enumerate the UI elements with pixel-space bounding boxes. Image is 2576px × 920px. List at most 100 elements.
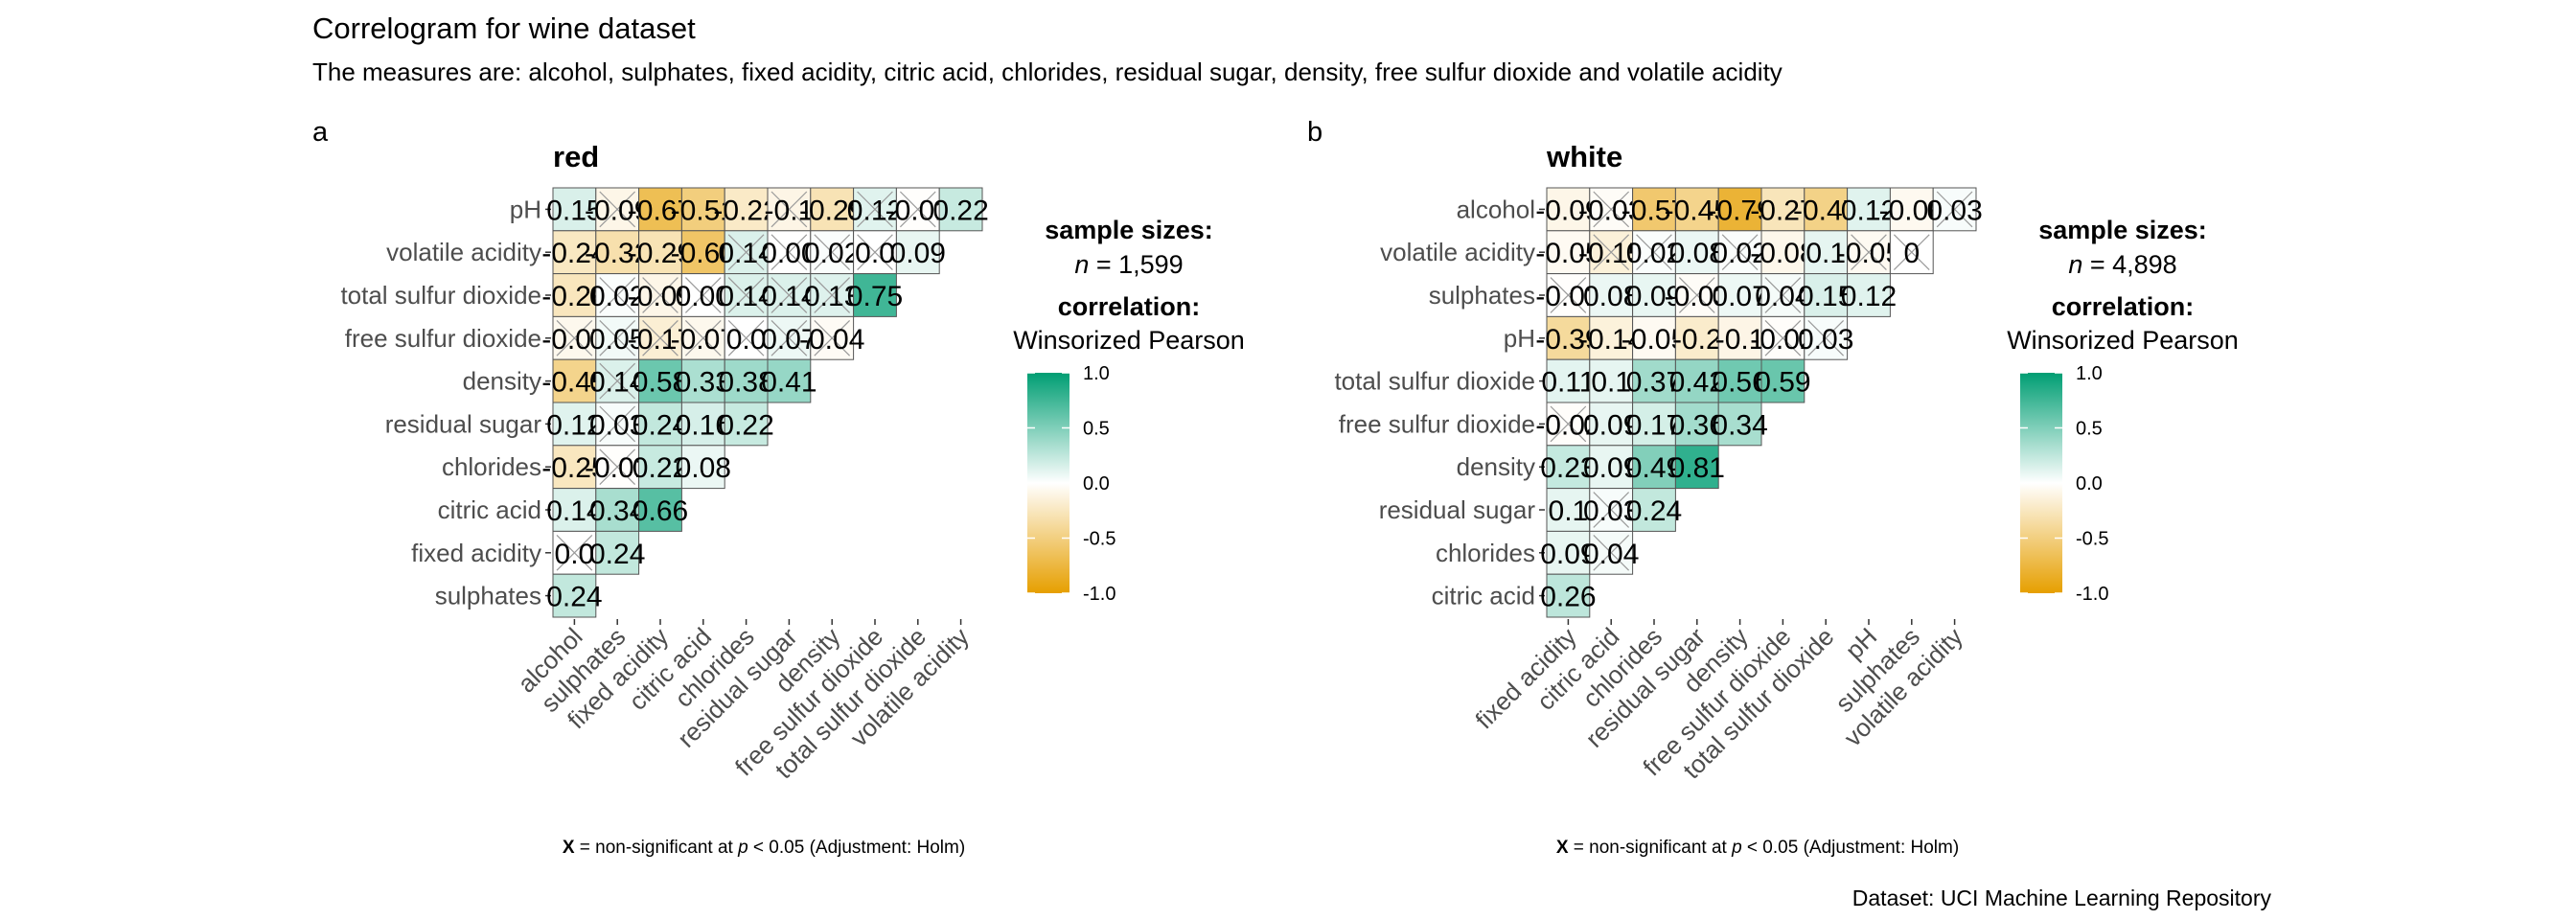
corr-cell: [638, 230, 682, 275]
row-label: free sulfur dioxide: [345, 324, 541, 353]
corr-cell: [853, 273, 897, 317]
nonsig-cross: [1550, 277, 1587, 313]
cell-value: 0.22: [632, 452, 688, 484]
corr-cell: [552, 230, 597, 275]
row-label: density: [1457, 452, 1535, 481]
corr-cell: [1589, 402, 1634, 447]
row-label: residual sugar: [385, 409, 542, 438]
cell-value: 0.09: [890, 238, 946, 269]
note-x-symbol: X: [563, 838, 575, 858]
nonsig-cross: [857, 234, 893, 271]
cell-value: 0.03: [1583, 495, 1639, 527]
cell-value: 0.17: [1626, 409, 1682, 441]
corr-cell: [1674, 230, 1719, 275]
colorbar-tick-label: -1.0: [1083, 584, 1116, 605]
cell-value: 0.05: [589, 324, 645, 356]
cell-value: 0.12: [847, 195, 903, 226]
corr-cell: [724, 358, 769, 403]
nonsig-cross: [599, 448, 636, 486]
cell-value: 0.00: [676, 281, 731, 312]
corr-cell: [1589, 358, 1634, 403]
nonsig-cross: [599, 277, 636, 313]
cell-value: 0.42: [1669, 367, 1725, 399]
colorbar-tick-label: -0.5: [2076, 529, 2108, 550]
legend-correlation-label: correlation:: [1058, 292, 1201, 321]
note-p-symbol: p: [1731, 838, 1742, 858]
nonsig-cross: [1550, 405, 1587, 443]
cell-value: 0.36: [1669, 409, 1725, 441]
nonsig-cross: [899, 191, 936, 228]
nonsig-cross: [1593, 191, 1630, 228]
corr-cell: [938, 187, 983, 232]
corr-cell: [724, 402, 769, 447]
cell-value: 0.12: [546, 409, 602, 441]
corr-cell: [680, 445, 725, 490]
corr-cell: [810, 187, 855, 232]
legend-correlation-method: Winsorized Pearson: [2007, 326, 2239, 355]
corr-cell: [552, 273, 597, 317]
cell-value: 0.34: [589, 495, 645, 527]
note-rest: < 0.05 (Adjustment: Holm): [1742, 838, 1960, 858]
corr-cell: [638, 445, 682, 490]
corr-cell: [1632, 187, 1676, 232]
panel-tag-a: a: [312, 117, 329, 148]
nonsig-cross: [770, 191, 808, 228]
corr-cell: [1546, 573, 1591, 618]
cell-value: -0.1: [765, 195, 815, 226]
cell-value: 0.07: [761, 324, 816, 356]
corr-cell: [1589, 315, 1634, 360]
cell-value: 0.38: [718, 367, 773, 399]
row-label: density: [463, 367, 541, 396]
corr-cell: [1674, 445, 1719, 490]
colorbar-tick-label: -1.0: [2076, 584, 2108, 605]
note-p-symbol: p: [737, 838, 748, 858]
nonsig-cross: [770, 234, 808, 271]
figure-title: Correlogram for wine dataset: [312, 12, 696, 45]
cell-value: 0.66: [632, 495, 688, 527]
corr-cell: [767, 358, 812, 403]
corr-cell: [1674, 187, 1719, 232]
legend-n-value: = 4,898: [2082, 250, 2176, 279]
corr-cell: [638, 402, 682, 447]
panel-title-red: red: [553, 140, 599, 173]
row-label: free sulfur dioxide: [1339, 409, 1535, 438]
cell-value: -0.1: [1715, 324, 1765, 356]
legend-correlation-label: correlation:: [2052, 292, 2195, 321]
corr-cell: [552, 445, 597, 490]
nonsig-cross: [556, 534, 593, 571]
nonsig-cross: [857, 191, 893, 228]
nonsig-cross: [684, 319, 722, 356]
corr-cell: [552, 358, 597, 403]
corr-cell: [1717, 402, 1762, 447]
cell-value: 0.03: [589, 409, 645, 441]
legend-sample-sizes-label: sample sizes:: [2038, 216, 2207, 244]
nonsig-cross: [599, 405, 636, 443]
nonsig-cross: [1593, 492, 1630, 528]
corr-cell: [595, 488, 640, 532]
colorbar-tick-label: 0.0: [2076, 473, 2103, 494]
cell-value: 0.00: [761, 238, 816, 269]
nonsig-cross: [770, 277, 808, 313]
nonsig-cross: [1593, 234, 1630, 271]
note-rest: < 0.05 (Adjustment: Holm): [748, 838, 966, 858]
legend-n-value: = 1,599: [1089, 250, 1183, 279]
nonsig-cross: [1893, 234, 1930, 271]
corr-cell: [1632, 488, 1676, 532]
nonsig-cross: [1636, 234, 1672, 271]
row-label: volatile acidity: [1380, 238, 1535, 266]
cell-value: 0.56: [1712, 367, 1767, 399]
colorbar-tick-label: 0.0: [1083, 473, 1110, 494]
nonsig-cross: [1721, 234, 1759, 271]
corr-cell: [1632, 402, 1676, 447]
cell-value: -0.2: [1672, 324, 1722, 356]
cell-value: 0.08: [1669, 238, 1725, 269]
colorbar-tick-label: 0.5: [2076, 419, 2103, 440]
cell-value: 0.22: [718, 409, 773, 441]
corr-cell: [1546, 230, 1591, 275]
note-text: = non-significant at: [1569, 838, 1733, 858]
significance-note: X = non-significant at p < 0.05 (Adjustm…: [1556, 838, 1959, 858]
corr-cell: [638, 488, 682, 532]
nonsig-cross: [727, 319, 765, 356]
note-x-symbol: X: [1556, 838, 1569, 858]
figure-caption: Dataset: UCI Machine Learning Repository: [1852, 886, 2272, 910]
